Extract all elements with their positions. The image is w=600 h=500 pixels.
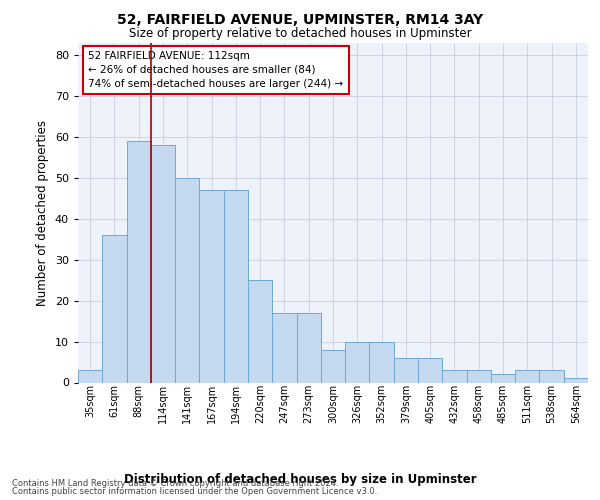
Bar — [199, 190, 224, 382]
Bar — [418, 358, 442, 382]
Text: 52, FAIRFIELD AVENUE, UPMINSTER, RM14 3AY: 52, FAIRFIELD AVENUE, UPMINSTER, RM14 3A… — [117, 12, 483, 26]
Bar — [248, 280, 272, 382]
Bar — [296, 313, 321, 382]
Bar — [442, 370, 467, 382]
Bar — [175, 178, 199, 382]
Bar — [78, 370, 102, 382]
Bar — [151, 145, 175, 382]
Text: Contains HM Land Registry data © Crown copyright and database right 2024.: Contains HM Land Registry data © Crown c… — [12, 478, 338, 488]
Bar — [394, 358, 418, 382]
Bar — [515, 370, 539, 382]
Text: Size of property relative to detached houses in Upminster: Size of property relative to detached ho… — [128, 28, 472, 40]
Bar — [272, 313, 296, 382]
Text: 52 FAIRFIELD AVENUE: 112sqm
← 26% of detached houses are smaller (84)
74% of sem: 52 FAIRFIELD AVENUE: 112sqm ← 26% of det… — [88, 51, 343, 89]
Bar — [467, 370, 491, 382]
Bar — [370, 342, 394, 382]
Bar — [224, 190, 248, 382]
Bar — [539, 370, 564, 382]
Bar — [345, 342, 370, 382]
Bar — [564, 378, 588, 382]
Bar — [321, 350, 345, 382]
Bar — [102, 235, 127, 382]
Bar — [127, 141, 151, 382]
Text: Distribution of detached houses by size in Upminster: Distribution of detached houses by size … — [124, 472, 476, 486]
Text: Contains public sector information licensed under the Open Government Licence v3: Contains public sector information licen… — [12, 487, 377, 496]
Y-axis label: Number of detached properties: Number of detached properties — [36, 120, 49, 306]
Bar — [491, 374, 515, 382]
